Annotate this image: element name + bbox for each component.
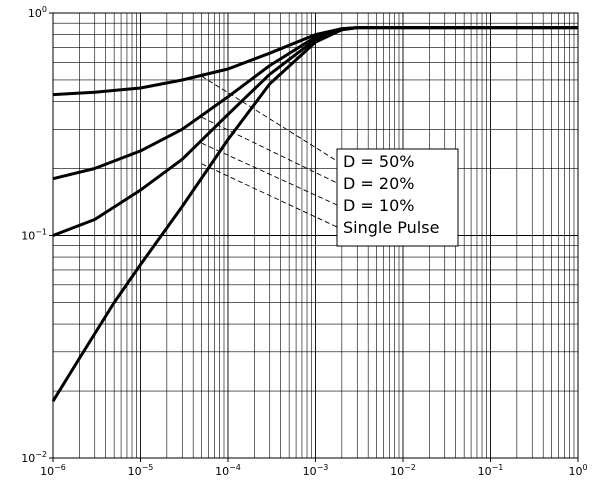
x-tick-label: 10−2 [390, 463, 416, 478]
y-tick-label: 10−1 [21, 228, 47, 243]
x-tick-label: 10−5 [128, 463, 154, 478]
series-line [51, 26, 578, 402]
legend-entry: Single Pulse [343, 218, 439, 237]
x-tick-label: 100 [568, 463, 587, 478]
legend-entry: D = 20% [343, 174, 414, 193]
x-tick-label: 10−1 [478, 463, 504, 478]
legend: D = 50% D = 20% D = 10% Single Pulse [336, 148, 459, 247]
tick-marks [49, 12, 579, 462]
leader-line [201, 163, 338, 228]
leader-line [201, 75, 338, 162]
plot-frame [52, 12, 579, 459]
series-lines [51, 26, 578, 402]
legend-entry: D = 50% [343, 152, 414, 171]
x-tick-label: 10−6 [40, 463, 66, 478]
legend-leader-lines [201, 75, 338, 228]
y-tick-label: 100 [28, 5, 47, 20]
x-tick-label: 10−4 [215, 463, 241, 478]
grid [52, 13, 578, 459]
legend-entry: D = 10% [343, 196, 414, 215]
y-tick-label: 10−2 [21, 450, 47, 465]
x-tick-label: 10−3 [303, 463, 329, 478]
legend-box [336, 148, 459, 247]
tick-labels: 10−6 10−5 10−4 10−3 10−2 10−1 100 100 10−1 10−2 [21, 5, 587, 478]
leader-line [201, 116, 338, 184]
leader-line [201, 142, 338, 206]
